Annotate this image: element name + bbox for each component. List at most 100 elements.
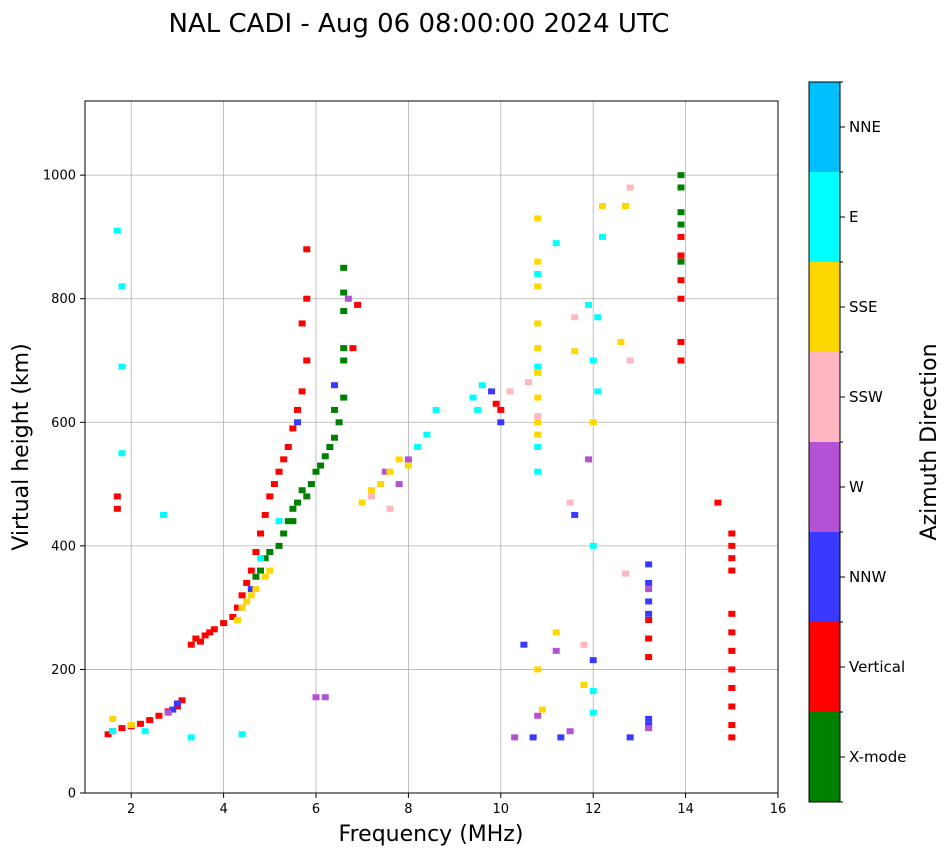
echo-point-vertical bbox=[243, 579, 251, 586]
echo-point-vertical bbox=[728, 666, 736, 673]
colorbar-segment-sse bbox=[809, 262, 840, 352]
echo-point-vertical bbox=[113, 505, 121, 512]
echo-point-e bbox=[534, 271, 542, 277]
echo-point-x-mode bbox=[312, 468, 320, 475]
echo-point-e bbox=[187, 734, 195, 741]
echo-point-x-mode bbox=[677, 209, 685, 216]
echo-point-sse bbox=[534, 320, 542, 327]
colorbar-category-label: W bbox=[849, 478, 864, 496]
echo-point-vertical bbox=[197, 638, 204, 645]
echo-point-x-mode bbox=[340, 394, 348, 401]
echo-point-ssw bbox=[571, 314, 579, 321]
echo-point-nnw bbox=[557, 734, 565, 741]
echo-point-vertical bbox=[187, 641, 195, 648]
echo-point-x-mode bbox=[340, 357, 348, 364]
echo-point-w bbox=[645, 586, 653, 593]
y-tick-label: 1000 bbox=[43, 169, 76, 184]
x-tick-label: 6 bbox=[312, 802, 320, 817]
echo-point-vertical bbox=[728, 567, 736, 574]
echo-point-e bbox=[469, 394, 477, 401]
echo-point-w bbox=[321, 694, 329, 701]
echo-point-vertical bbox=[728, 684, 736, 691]
echo-point-x-mode bbox=[298, 487, 306, 494]
echo-point-e bbox=[589, 542, 597, 549]
echo-point-sse bbox=[386, 468, 394, 475]
echo-point-vertical bbox=[289, 425, 297, 432]
x-tick-label: 4 bbox=[219, 802, 227, 817]
echo-point-ssw bbox=[367, 493, 375, 500]
echo-point-sse bbox=[252, 586, 260, 593]
y-tick-label: 0 bbox=[68, 787, 76, 802]
echo-point-w bbox=[164, 709, 172, 716]
echo-point-e bbox=[589, 688, 597, 695]
echo-point-x-mode bbox=[330, 434, 338, 441]
echo-point-sse bbox=[109, 715, 117, 722]
echo-point-vertical bbox=[173, 703, 181, 710]
x-tick-label: 16 bbox=[770, 802, 787, 817]
colorbar-segment-x-mode bbox=[809, 712, 840, 802]
echo-point-ssw bbox=[622, 570, 630, 577]
echo-point-sse bbox=[589, 419, 597, 426]
echo-point-ssw bbox=[534, 413, 542, 420]
plot-area: 2 4 6 8 10 12 14 16 0 200 400 600 800 1000 bbox=[43, 100, 787, 817]
echo-point-vertical bbox=[229, 613, 237, 620]
echo-point-vertical bbox=[497, 406, 505, 413]
colorbar-segment-e bbox=[809, 172, 840, 262]
echo-point-w bbox=[534, 712, 542, 719]
echo-point-sse bbox=[534, 666, 542, 673]
echo-point-vertical bbox=[155, 712, 163, 719]
echo-point-vertical bbox=[728, 555, 736, 562]
colorbar-segment-ssw bbox=[809, 352, 840, 442]
echo-point-x-mode bbox=[294, 499, 302, 506]
x-axis-label: Frequency (MHz) bbox=[339, 822, 524, 847]
y-tick-label: 800 bbox=[51, 292, 76, 307]
echo-point-sse bbox=[552, 629, 560, 636]
echo-point-e bbox=[534, 363, 542, 370]
colorbar-category-label: NNW bbox=[849, 568, 886, 586]
echo-point-nnw bbox=[645, 715, 653, 722]
echo-point-vertical bbox=[728, 722, 736, 729]
echo-point-e bbox=[594, 388, 602, 395]
echo-point-sse bbox=[261, 573, 269, 580]
echo-point-sse bbox=[377, 481, 385, 488]
plot-frame bbox=[84, 100, 779, 794]
x-tick-label: 8 bbox=[404, 802, 412, 817]
data-points bbox=[104, 172, 736, 741]
echo-point-nnw bbox=[626, 734, 634, 741]
echo-point-e bbox=[474, 406, 482, 413]
echo-point-w bbox=[312, 694, 320, 701]
echo-point-vertical bbox=[728, 629, 736, 636]
echo-point-nnw bbox=[173, 700, 181, 707]
echo-point-e bbox=[118, 450, 126, 457]
echo-point-vertical bbox=[252, 549, 260, 556]
echo-point-x-mode bbox=[289, 505, 297, 512]
grid-lines bbox=[85, 101, 778, 793]
echo-point-ssw bbox=[566, 499, 574, 506]
echo-point-sse bbox=[534, 283, 542, 290]
echo-point-x-mode bbox=[340, 264, 348, 271]
colorbar-category-label: NNE bbox=[849, 118, 881, 136]
echo-point-w bbox=[404, 456, 412, 463]
echo-point-e bbox=[423, 431, 431, 438]
echo-point-nnw bbox=[529, 734, 537, 741]
echo-point-x-mode bbox=[284, 518, 292, 525]
echo-point-sse bbox=[571, 348, 579, 355]
y-axis-label: Virtual height (km) bbox=[9, 343, 34, 550]
echo-point-x-mode bbox=[289, 518, 297, 525]
echo-point-sse bbox=[395, 456, 403, 463]
echo-point-e bbox=[113, 227, 121, 234]
echo-point-ssw bbox=[506, 388, 514, 395]
chart-title: NAL CADI - Aug 06 08:00:00 2024 UTC bbox=[169, 9, 670, 39]
echo-point-e bbox=[598, 233, 606, 240]
echo-point-e bbox=[552, 240, 560, 247]
colorbar-category-label: SSE bbox=[849, 298, 878, 316]
y-tick-label: 400 bbox=[51, 539, 76, 554]
echo-point-nnw bbox=[645, 579, 653, 586]
colorbar-category-label: Vertical bbox=[849, 658, 905, 676]
echo-point-vertical bbox=[728, 610, 736, 617]
echo-point-vertical bbox=[677, 295, 685, 302]
echo-point-sse bbox=[266, 567, 274, 574]
echo-point-nnw bbox=[169, 706, 177, 713]
echo-point-vertical bbox=[178, 697, 186, 704]
echo-point-vertical bbox=[192, 635, 200, 642]
